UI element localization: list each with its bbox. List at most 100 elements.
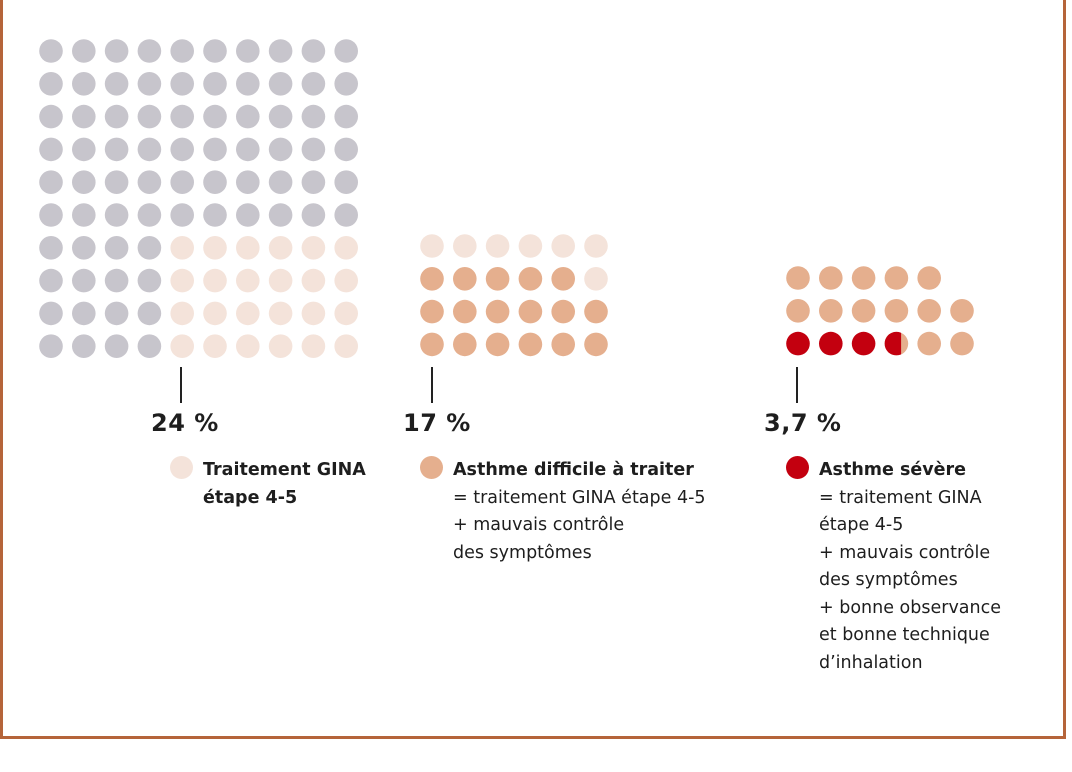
waffle-dot-population	[72, 268, 96, 293]
waffle-dot-gina	[203, 334, 227, 359]
waffle-dot-difficult	[917, 331, 941, 356]
legend-swatch-severe	[786, 456, 809, 479]
waffle-dot-difficult	[884, 266, 909, 290]
waffle-dot-population	[334, 170, 359, 194]
waffle-dot-gina	[584, 267, 608, 291]
waffle-dot-difficult	[786, 299, 810, 323]
waffle-dot-population	[236, 104, 260, 129]
waffle-dot-population	[39, 39, 63, 63]
waffle-dot-gina	[268, 334, 293, 359]
waffle-dot-gina	[236, 334, 260, 359]
waffle-dot-difficult	[420, 332, 444, 357]
waffle-dot-population	[39, 72, 63, 96]
waffle-dot-population	[137, 203, 162, 227]
waffle-dot-population	[203, 72, 227, 96]
waffle-dot-difficult	[584, 299, 608, 324]
waffle-dot-difficult	[819, 299, 843, 323]
waffle-dot-population	[72, 104, 96, 129]
waffle-dot-population	[72, 334, 96, 359]
waffle-dot-population	[203, 170, 227, 194]
waffle-dot-population	[137, 170, 162, 194]
waffle-dot-population	[236, 72, 260, 96]
waffle-dot-population	[268, 170, 293, 194]
waffle-dot-population	[137, 72, 162, 96]
waffle-dot-population	[39, 334, 63, 359]
waffle-dot-population	[236, 39, 260, 63]
waffle-dot-gina	[170, 301, 194, 326]
legend-swatch-difficult	[420, 456, 443, 479]
waffle-dot-difficult	[917, 266, 941, 290]
waffle-dot-difficult	[518, 267, 543, 291]
waffle-dot-population	[72, 203, 96, 227]
waffle-dot-population	[137, 104, 162, 129]
waffle-dot-population	[203, 203, 227, 227]
waffle-dot-gina	[236, 236, 260, 260]
waffle-dot-gina	[170, 268, 194, 293]
group-1-tick	[180, 367, 182, 403]
waffle-dot-gina	[301, 268, 326, 293]
group-2-tick	[431, 367, 433, 403]
waffle-dot-gina	[334, 301, 359, 326]
waffle-dot-population	[203, 39, 227, 63]
waffle-dot-gina	[203, 236, 227, 260]
legend-title-difficult: Asthme difficile à traiter	[453, 460, 694, 480]
waffle-dot-difficult	[884, 299, 909, 323]
waffle-dot-population	[104, 104, 129, 129]
waffle-dot-population	[170, 72, 194, 96]
waffle-dot-population	[170, 203, 194, 227]
waffle-dot-gina	[334, 268, 359, 293]
waffle-dot-gina	[301, 301, 326, 326]
waffle-dot-population	[137, 301, 162, 326]
waffle-dot-population	[104, 137, 129, 162]
waffle-dot-population	[301, 72, 326, 96]
waffle-dot-difficult	[917, 299, 941, 323]
waffle-dot-population	[104, 301, 129, 326]
group-3-percent: 3,7 %	[764, 409, 842, 437]
waffle-dot-difficult	[851, 266, 876, 290]
waffle-dot-population	[137, 137, 162, 162]
waffle-dot-population	[72, 39, 96, 63]
waffle-dot-difficult	[950, 331, 974, 356]
waffle-dot-gina	[236, 301, 260, 326]
waffle-dot-gina	[203, 268, 227, 293]
waffle-dot-gina	[301, 236, 326, 260]
waffle-dot-difficult	[819, 266, 843, 290]
waffle-dot-population	[334, 104, 359, 129]
waffle-dot-severe	[851, 331, 876, 356]
waffle-dot-difficult	[485, 267, 510, 291]
waffle-dot-gina	[420, 234, 444, 258]
waffle-dot-population	[301, 170, 326, 194]
waffle-dot-population	[39, 203, 63, 227]
waffle-dot-population	[301, 203, 326, 227]
waffle-dot-population	[334, 72, 359, 96]
waffle-dot-population	[39, 104, 63, 129]
waffle-dot-population	[104, 268, 129, 293]
waffle-dot-population	[268, 203, 293, 227]
waffle-dot-gina	[301, 334, 326, 359]
group-3-tick	[796, 367, 798, 403]
waffle-dot-population	[170, 137, 194, 162]
legend-desc-severe: = traitement GINA étape 4-5 + mauvais co…	[819, 487, 1002, 673]
waffle-dot-difficult	[453, 332, 477, 357]
waffle-dot-population	[236, 170, 260, 194]
waffle-dot-population	[39, 137, 63, 162]
waffle-dot-gina	[334, 334, 359, 359]
waffle-dot-difficult	[551, 299, 575, 324]
group-1-percent: 24 %	[151, 409, 219, 437]
waffle-dot-population	[72, 236, 96, 260]
waffle-dot-population	[72, 72, 96, 96]
waffle-dot-population	[104, 334, 129, 359]
waffle-dot-difficult	[851, 299, 876, 323]
waffle-dot-difficult	[786, 266, 810, 290]
waffle-dot-population	[268, 104, 293, 129]
waffle-dot-gina	[170, 236, 194, 260]
waffle-dot-population	[301, 137, 326, 162]
waffle-dot-population	[170, 39, 194, 63]
waffle-dot-population	[268, 72, 293, 96]
waffle-dot-gina	[453, 234, 477, 258]
figure-frame	[0, 0, 1066, 739]
waffle-dot-population	[104, 72, 129, 96]
legend-title-gina: Traitement GINA étape 4-5	[203, 460, 366, 508]
waffle-dot-population	[104, 39, 129, 63]
